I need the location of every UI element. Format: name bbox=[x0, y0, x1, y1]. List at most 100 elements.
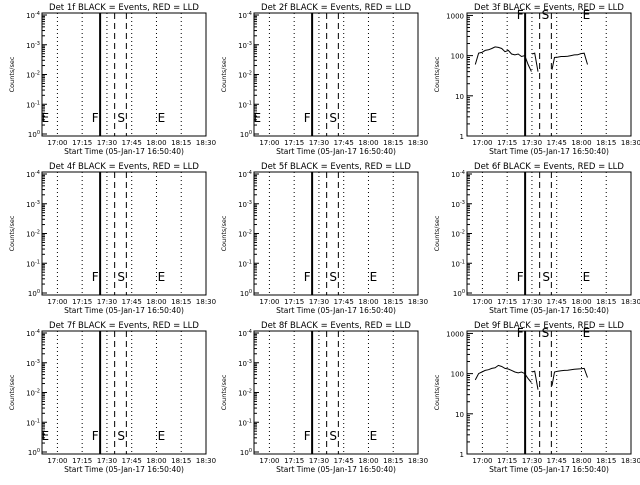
phase-marker: S bbox=[329, 111, 337, 125]
x-axis-label: Start Time (05-Jan-17 16:50:40) bbox=[64, 147, 184, 156]
y-tick-label: 10-2 bbox=[238, 230, 252, 239]
chart-panel-8: Det 8f BLACK = Events, RED = LLD 17:00 17:… bbox=[220, 321, 428, 474]
phase-marker: E bbox=[370, 111, 378, 125]
phase-marker: F bbox=[304, 111, 311, 125]
x-tick-label: 18:00 bbox=[358, 457, 378, 465]
events-line bbox=[474, 364, 532, 383]
y-axis-label: Counts/sec bbox=[433, 215, 441, 251]
chart-panel-9: Det 9f BLACK = Events, RED = LLD 17:00 17:… bbox=[433, 321, 640, 474]
events-line bbox=[532, 52, 539, 72]
y-tick-label: 10-2 bbox=[26, 71, 40, 80]
x-tick-label: 17:30 bbox=[97, 139, 117, 147]
y-axis-label: Counts/sec bbox=[433, 374, 441, 410]
y-tick-label: 10-1 bbox=[451, 259, 465, 268]
x-tick-label: 17:00 bbox=[47, 298, 67, 306]
x-tick-label: 18:30 bbox=[196, 298, 216, 306]
phase-marker: E bbox=[254, 111, 262, 125]
phase-marker: S bbox=[329, 429, 337, 443]
x-tick-label: 18:00 bbox=[358, 298, 378, 306]
y-tick-label: 10-3 bbox=[238, 359, 252, 368]
plot-frame bbox=[466, 12, 632, 137]
x-axis-label: Start Time (05-Jan-17 16:50:40) bbox=[489, 465, 609, 474]
y-tick-label: 1 bbox=[460, 133, 464, 141]
phase-marker: E bbox=[370, 270, 378, 284]
y-tick-label: 10-3 bbox=[451, 200, 465, 209]
phase-marker: S bbox=[542, 270, 550, 284]
y-axis-label: Counts/sec bbox=[220, 215, 228, 251]
x-tick-label: 17:30 bbox=[522, 457, 542, 465]
x-tick-label: 17:00 bbox=[472, 298, 492, 306]
x-tick-label: 18:30 bbox=[408, 298, 428, 306]
phase-marker: E bbox=[42, 111, 50, 125]
phase-marker: E bbox=[583, 326, 591, 340]
x-tick-label: 17:45 bbox=[334, 139, 354, 147]
events-line bbox=[551, 367, 588, 386]
x-axis-label: Start Time (05-Jan-17 16:50:40) bbox=[64, 465, 184, 474]
x-tick-label: 17:30 bbox=[97, 298, 117, 306]
x-axis-label: Start Time (05-Jan-17 16:50:40) bbox=[489, 306, 609, 315]
x-tick-label: 17:00 bbox=[47, 139, 67, 147]
x-tick-label: 17:00 bbox=[472, 457, 492, 465]
y-tick-label: 100 bbox=[240, 448, 252, 457]
x-tick-label: 17:00 bbox=[259, 298, 279, 306]
x-tick-label: 17:45 bbox=[547, 457, 567, 465]
chart-title: Det 2f BLACK = Events, RED = LLD bbox=[261, 3, 411, 13]
chart-title: Det 1f BLACK = Events, RED = LLD bbox=[49, 3, 199, 13]
chart-title: Det 8f BLACK = Events, RED = LLD bbox=[261, 321, 411, 331]
y-tick-label: 1000 bbox=[446, 330, 464, 338]
plot-frame bbox=[466, 330, 632, 455]
x-tick-label: 17:15 bbox=[497, 457, 517, 465]
x-tick-label: 17:00 bbox=[259, 139, 279, 147]
chart-panel-6: Det 6f BLACK = Events, RED = LLD 17:00 17:… bbox=[433, 162, 640, 315]
x-tick-label: 17:15 bbox=[72, 457, 92, 465]
x-tick-label: 17:15 bbox=[284, 139, 304, 147]
x-tick-label: 18:15 bbox=[596, 298, 616, 306]
y-tick-label: 100 bbox=[28, 448, 40, 457]
x-tick-label: 17:00 bbox=[47, 457, 67, 465]
chart-title: Det 9f BLACK = Events, RED = LLD bbox=[474, 321, 624, 331]
y-tick-label: 10-3 bbox=[238, 41, 252, 50]
phase-marker: F bbox=[92, 111, 99, 125]
y-tick-label: 100 bbox=[453, 289, 465, 298]
y-axis-label: Counts/sec bbox=[8, 374, 16, 410]
x-tick-label: 17:45 bbox=[122, 298, 142, 306]
y-tick-label: 10-4 bbox=[238, 170, 252, 179]
x-tick-label: 17:15 bbox=[284, 298, 304, 306]
x-tick-label: 17:45 bbox=[334, 298, 354, 306]
phase-marker: E bbox=[158, 111, 166, 125]
phase-marker: F bbox=[517, 270, 524, 284]
x-tick-label: 17:30 bbox=[522, 139, 542, 147]
x-tick-label: 17:15 bbox=[497, 298, 517, 306]
y-tick-label: 10-4 bbox=[238, 329, 252, 338]
phase-marker: E bbox=[583, 270, 591, 284]
x-tick-label: 18:15 bbox=[171, 457, 191, 465]
phase-marker: F bbox=[304, 429, 311, 443]
phase-marker: S bbox=[117, 429, 125, 443]
phase-marker: E bbox=[583, 8, 591, 22]
phase-marker: E bbox=[42, 429, 50, 443]
chart-panel-5: Det 5f BLACK = Events, RED = LLD 17:00 17:… bbox=[220, 162, 428, 315]
y-tick-label: 10-4 bbox=[26, 11, 40, 20]
y-axis-label: Counts/sec bbox=[220, 374, 228, 410]
x-tick-label: 18:30 bbox=[621, 139, 640, 147]
chart-title: Det 7f BLACK = Events, RED = LLD bbox=[49, 321, 199, 331]
x-tick-label: 17:00 bbox=[259, 457, 279, 465]
x-tick-label: 17:00 bbox=[472, 139, 492, 147]
y-tick-label: 100 bbox=[451, 371, 464, 379]
events-line bbox=[474, 46, 532, 72]
y-axis-label: Counts/sec bbox=[8, 215, 16, 251]
chart-panel-2: Det 2f BLACK = Events, RED = LLD 17:00 17:… bbox=[220, 3, 428, 156]
events-line bbox=[532, 370, 539, 390]
y-tick-label: 100 bbox=[28, 289, 40, 298]
x-tick-label: 18:30 bbox=[408, 457, 428, 465]
x-tick-label: 17:45 bbox=[122, 139, 142, 147]
phase-marker: S bbox=[329, 270, 337, 284]
y-tick-label: 10-1 bbox=[238, 418, 252, 427]
x-axis-label: Start Time (05-Jan-17 16:50:40) bbox=[64, 306, 184, 315]
x-tick-label: 18:00 bbox=[571, 139, 591, 147]
phase-marker: E bbox=[370, 429, 378, 443]
chart-panel-1: Det 1f BLACK = Events, RED = LLD 17:00 17:… bbox=[8, 3, 216, 156]
y-tick-label: 10-1 bbox=[26, 418, 40, 427]
